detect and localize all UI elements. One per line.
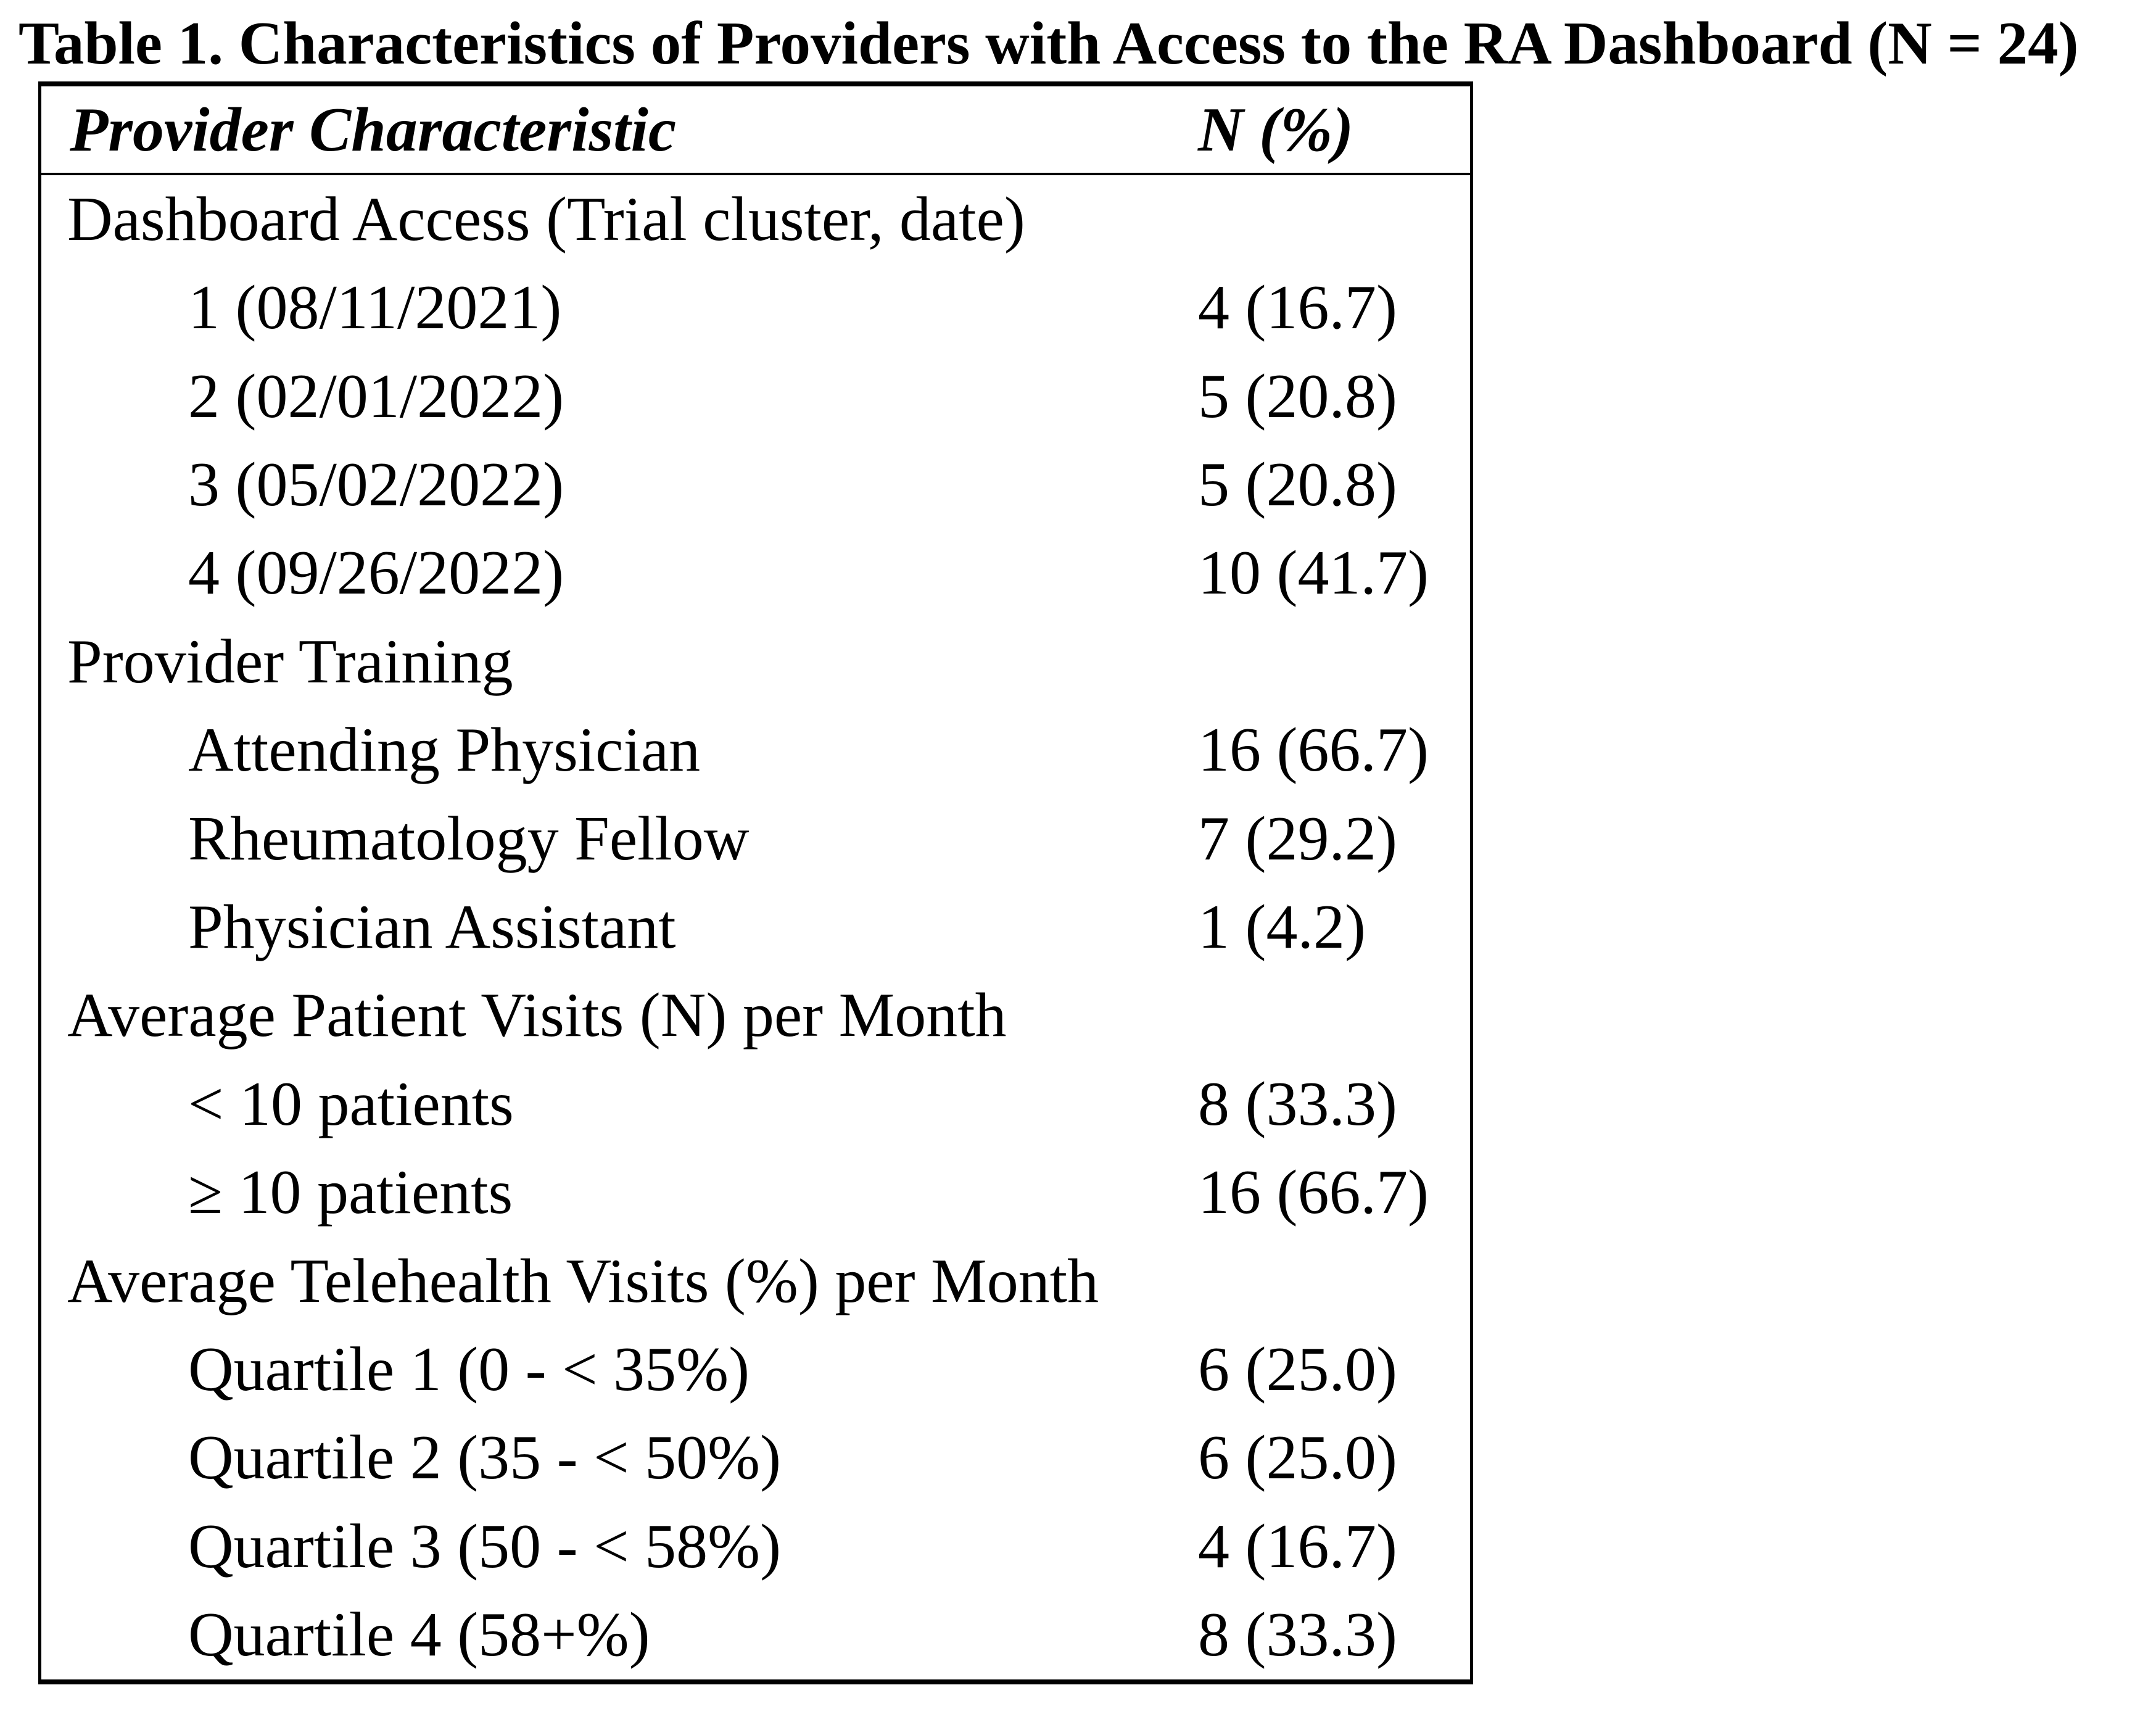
table-row: Quartile 4 (58+%) 8 (33.3) [41, 1591, 1470, 1679]
table-caption: Table 1. Characteristics of Providers wi… [19, 10, 2079, 77]
row-label: Quartile 3 (50 - < 58%) [188, 1511, 782, 1581]
row-value: 4 (16.7) [1198, 1511, 1397, 1581]
table-row: Physician Assistant 1 (4.2) [41, 883, 1470, 971]
table-section-row: Average Telehealth Visits (%) per Month [41, 1237, 1470, 1325]
row-value: 4 (16.7) [1198, 273, 1397, 343]
table-row: Quartile 3 (50 - < 58%) 4 (16.7) [41, 1502, 1470, 1591]
row-value: 1 (4.2) [1198, 892, 1366, 962]
table-header-row: Provider Characteristic N (%) [41, 86, 1470, 175]
row-label: Physician Assistant [188, 892, 676, 962]
row-value: 10 (41.7) [1198, 538, 1429, 608]
row-label: Quartile 4 (58+%) [188, 1600, 650, 1670]
row-label: Quartile 2 (35 - < 50%) [188, 1423, 782, 1493]
row-label: Average Patient Visits (N) per Month [67, 980, 1007, 1051]
table-row: < 10 patients 8 (33.3) [41, 1060, 1470, 1148]
row-label: 4 (09/26/2022) [188, 538, 564, 608]
table-row: Quartile 1 (0 - < 35%) 6 (25.0) [41, 1325, 1470, 1414]
row-value: 8 (33.3) [1198, 1069, 1397, 1139]
row-value: 6 (25.0) [1198, 1423, 1397, 1493]
row-value: 8 (33.3) [1198, 1600, 1397, 1670]
table-section-row: Average Patient Visits (N) per Month [41, 972, 1470, 1060]
row-value: 16 (66.7) [1198, 715, 1429, 785]
table-row: 3 (05/02/2022) 5 (20.8) [41, 441, 1470, 529]
row-label: 1 (08/11/2021) [188, 273, 562, 343]
row-label: Dashboard Access (Trial cluster, date) [67, 184, 1025, 254]
table-row: Quartile 2 (35 - < 50%) 6 (25.0) [41, 1414, 1470, 1502]
table-row: 2 (02/01/2022) 5 (20.8) [41, 352, 1470, 441]
column-header-provider-characteristic: Provider Characteristic [70, 94, 677, 165]
table-body: Dashboard Access (Trial cluster, date) 1… [41, 175, 1470, 1679]
table-section-row: Dashboard Access (Trial cluster, date) [41, 175, 1470, 263]
row-value: 5 (20.8) [1198, 449, 1397, 520]
row-value: 6 (25.0) [1198, 1334, 1397, 1404]
table-section-row: Provider Training [41, 618, 1470, 706]
row-label: Rheumatology Fellow [188, 803, 750, 874]
row-value: 5 (20.8) [1198, 361, 1397, 431]
table-row: 4 (09/26/2022) 10 (41.7) [41, 529, 1470, 618]
row-value: 16 (66.7) [1198, 1157, 1429, 1228]
row-value: 7 (29.2) [1198, 803, 1397, 874]
row-label: Provider Training [67, 626, 513, 697]
row-label: Attending Physician [188, 715, 701, 785]
table-row: Rheumatology Fellow 7 (29.2) [41, 795, 1470, 883]
row-label: < 10 patients [188, 1069, 514, 1139]
row-label: 2 (02/01/2022) [188, 361, 564, 431]
provider-characteristics-table: Provider Characteristic N (%) Dashboard … [38, 81, 1473, 1684]
row-label: ≥ 10 patients [188, 1157, 513, 1228]
table-row: Attending Physician 16 (66.7) [41, 706, 1470, 794]
row-label: Average Telehealth Visits (%) per Month [67, 1246, 1099, 1316]
column-header-n-percent: N (%) [1198, 94, 1354, 165]
row-label: Quartile 1 (0 - < 35%) [188, 1334, 750, 1404]
table-row: 1 (08/11/2021) 4 (16.7) [41, 263, 1470, 352]
table-row: ≥ 10 patients 16 (66.7) [41, 1148, 1470, 1236]
row-label: 3 (05/02/2022) [188, 449, 564, 520]
